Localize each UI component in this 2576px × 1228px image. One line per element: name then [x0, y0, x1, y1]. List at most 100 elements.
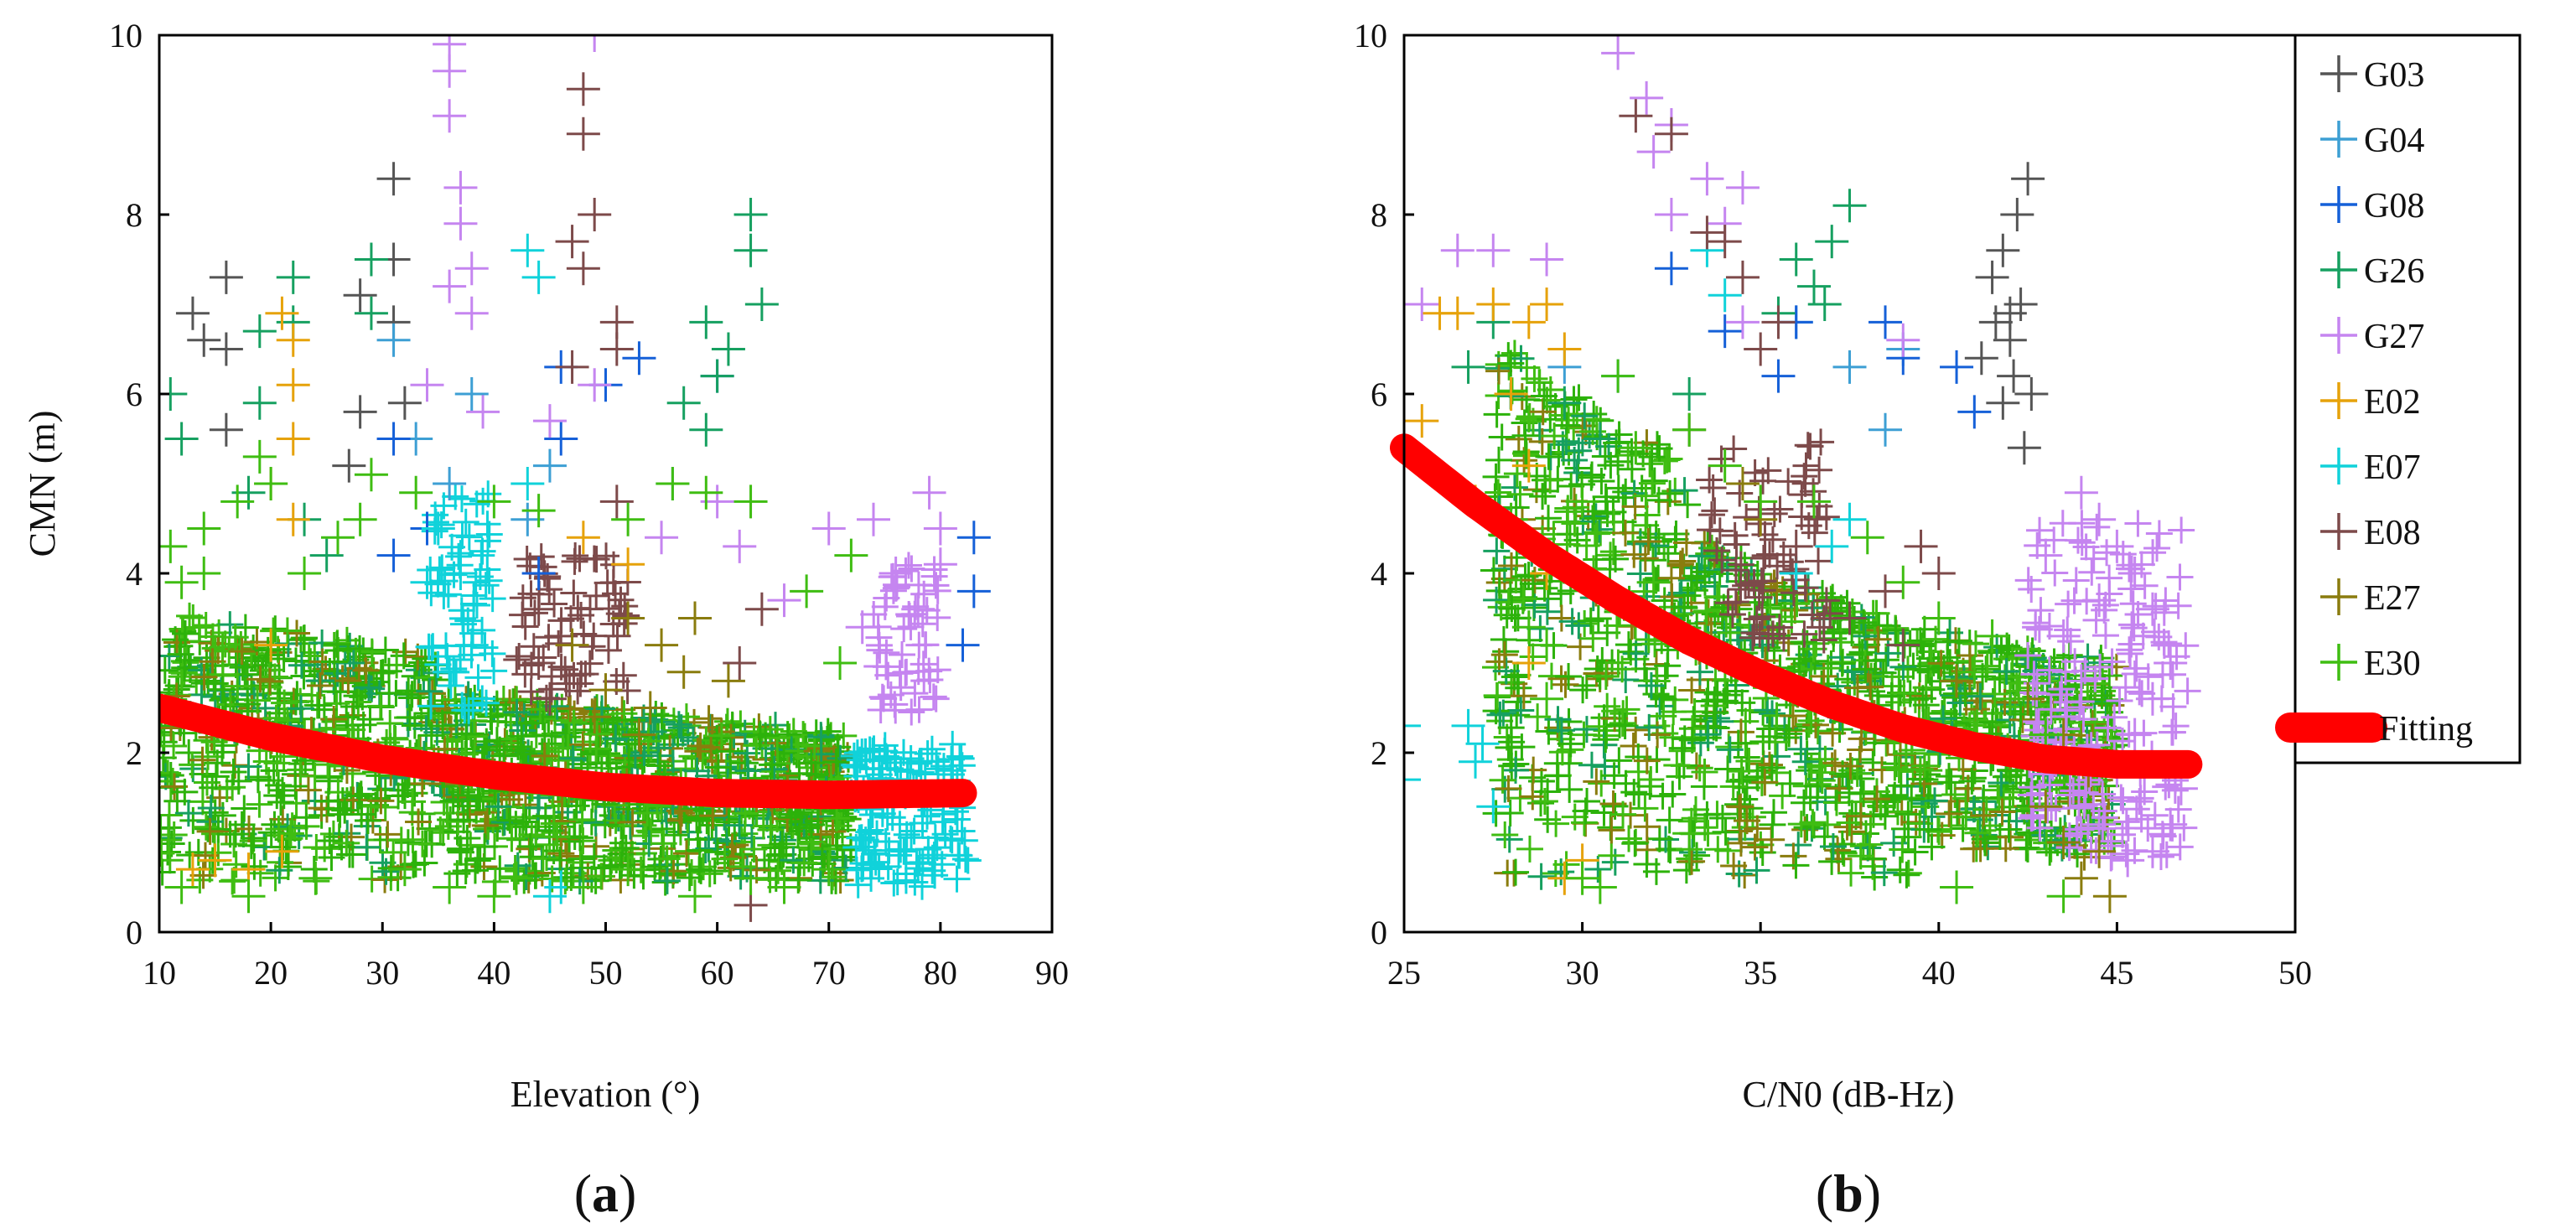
dense-point — [728, 744, 755, 771]
dense-point — [475, 521, 503, 548]
dense-point — [545, 630, 573, 657]
dense-point — [1818, 847, 1846, 875]
x-tick-label: 40 — [477, 954, 511, 992]
point-g27 — [2111, 843, 2145, 878]
point-g03 — [1978, 305, 2013, 339]
point-g04 — [1869, 412, 1903, 447]
point-g03 — [1975, 260, 2009, 294]
dense-point — [517, 678, 545, 706]
dense-point — [186, 866, 214, 894]
dense-point — [568, 806, 596, 833]
dense-point — [407, 649, 435, 676]
dense-point — [921, 862, 949, 889]
dense-point — [328, 833, 355, 861]
series-points-a — [159, 35, 991, 922]
dense-point — [1727, 829, 1754, 857]
dense-point — [1651, 719, 1679, 747]
dense-point — [759, 751, 786, 779]
legend-marker — [2320, 513, 2357, 550]
point-g04 — [532, 448, 567, 483]
dense-point — [1666, 763, 1693, 790]
point-e08 — [1921, 557, 1956, 590]
point-g27 — [2082, 583, 2117, 618]
dense-point — [1893, 861, 1920, 889]
dense-point — [1633, 813, 1661, 841]
dense-point — [650, 830, 677, 858]
dense-point — [1531, 788, 1558, 816]
dense-point — [2070, 705, 2097, 733]
point-g26 — [744, 288, 779, 321]
point-g03 — [1964, 341, 1998, 376]
dense-point — [760, 755, 788, 783]
dense-point — [1882, 617, 1910, 645]
dense-point — [1937, 769, 1965, 796]
dense-point — [2119, 590, 2147, 618]
dense-point — [323, 690, 350, 718]
dense-point — [922, 685, 950, 712]
dense-point — [1806, 492, 1833, 520]
dense-point — [920, 683, 947, 711]
dense-point — [538, 663, 566, 691]
dense-point — [1516, 835, 1543, 863]
dense-point — [504, 852, 531, 879]
dense-point — [213, 775, 241, 802]
dense-point — [1501, 663, 1528, 691]
dense-point — [746, 721, 774, 749]
point-e08 — [566, 72, 600, 106]
point-g08 — [376, 538, 411, 573]
dense-point — [2098, 648, 2126, 676]
dense-point — [890, 615, 918, 643]
dense-point — [2055, 590, 2082, 618]
dense-point — [1617, 638, 1645, 666]
dense-point — [345, 688, 372, 716]
dense-point — [474, 556, 501, 583]
point-e30 — [354, 458, 388, 492]
dense-point — [1708, 805, 1736, 832]
point-g27 — [1725, 170, 1760, 205]
dense-point — [541, 590, 568, 618]
dense-point — [1524, 703, 1552, 731]
dense-point — [516, 832, 544, 860]
dense-point — [224, 672, 251, 700]
dense-point — [1755, 723, 1783, 750]
dense-point — [448, 485, 475, 513]
point-e08 — [566, 117, 600, 151]
dense-point — [174, 800, 202, 827]
dense-point — [451, 697, 479, 724]
dense-point — [1949, 815, 1977, 842]
dense-point — [904, 855, 932, 883]
dense-point — [1847, 842, 1874, 870]
point-g27 — [923, 547, 957, 582]
dense-point — [1678, 676, 1706, 704]
point-e08 — [555, 350, 589, 384]
dense-point — [889, 641, 916, 669]
dense-point — [1719, 773, 1747, 801]
dense-point — [1697, 501, 1725, 529]
dense-point — [159, 656, 179, 684]
point-g08 — [376, 422, 411, 456]
dense-point — [1656, 806, 1683, 834]
dense-point — [911, 631, 939, 659]
dense-point — [1782, 852, 1810, 879]
point-e08 — [744, 592, 779, 626]
dense-point — [2026, 780, 2054, 807]
dense-point — [2041, 559, 2069, 587]
dense-point — [405, 808, 433, 836]
dense-point — [1718, 601, 1746, 629]
dense-point — [1894, 859, 1922, 887]
dense-point — [641, 706, 669, 733]
fitting-curve-b — [1390, 433, 2203, 779]
y-tick-label: 4 — [126, 555, 143, 593]
point-g03 — [209, 332, 243, 366]
dense-point — [1754, 624, 1782, 652]
dense-point — [1521, 365, 1548, 392]
dense-point — [1793, 814, 1821, 842]
dense-point — [2164, 795, 2192, 823]
point-g26 — [1779, 242, 1813, 277]
dense-point — [910, 580, 938, 608]
dense-point — [1733, 504, 1760, 531]
dense-point — [1894, 801, 1922, 828]
point-e30 — [733, 861, 768, 895]
point-g27 — [767, 583, 801, 618]
dense-point — [1651, 587, 1678, 614]
